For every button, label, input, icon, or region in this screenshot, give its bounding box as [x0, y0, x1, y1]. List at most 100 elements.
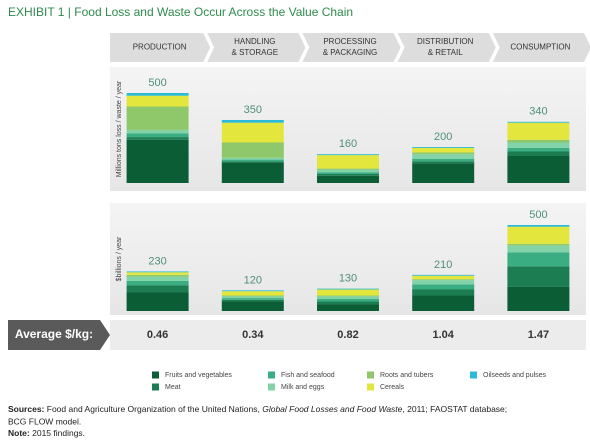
stage-chevron: [397, 33, 496, 62]
average-value: 1.47: [528, 329, 549, 341]
bar-segment: [221, 159, 284, 162]
bar-segment: [126, 274, 189, 277]
bar-segment: [317, 175, 379, 183]
legend-swatch: [470, 371, 477, 379]
sources: Sources: Food and Agriculture Organizati…: [8, 404, 507, 414]
bar-segment: [221, 291, 284, 296]
stage-label: & PACKAGING: [323, 48, 378, 57]
bar-segment: [317, 168, 379, 170]
bar-segment: [221, 295, 284, 297]
legend-swatch: [367, 371, 374, 379]
total-label: 130: [339, 273, 357, 285]
bar-segment: [317, 304, 379, 311]
legend-swatch: [268, 371, 275, 379]
bar-segment: [126, 129, 189, 134]
bar-segment: [507, 151, 570, 156]
bar-segment: [317, 301, 379, 305]
average-row: [110, 320, 586, 350]
bar-segment: [126, 93, 189, 96]
bar-segment: [221, 290, 284, 292]
legend-swatch: [367, 383, 374, 391]
note-text: 2015 findings.: [32, 428, 85, 438]
legend-label: Roots and tubers: [380, 372, 434, 379]
total-label: 230: [148, 255, 166, 267]
total-label: 120: [244, 274, 262, 286]
bar-segment: [412, 275, 475, 280]
bar-segment: [507, 245, 570, 253]
sources-text: Food and Agriculture Organization of the…: [47, 404, 262, 414]
bar-segment: [221, 162, 284, 183]
total-label: 200: [434, 131, 452, 143]
bar-segment: [412, 280, 475, 285]
y-axis-label: Millions tons loss / waste / year: [116, 80, 123, 177]
bar-segment: [317, 154, 379, 156]
bar-segment: [412, 295, 475, 311]
bar-segment: [412, 284, 475, 290]
legend-swatch: [152, 383, 159, 391]
bar-segment: [317, 296, 379, 299]
stage-label: & STORAGE: [232, 48, 279, 57]
bar-segment: [317, 172, 379, 174]
legend-swatch: [152, 371, 159, 379]
exhibit: EXHIBIT 1: [8, 5, 65, 19]
total-label: 350: [244, 104, 262, 116]
bar-segment: [126, 106, 189, 130]
sources-text: , 2011; FAOSTAT database;: [402, 404, 507, 414]
bar-segment: [317, 289, 379, 296]
bar-segment: [126, 137, 189, 140]
bar-segment: [221, 161, 284, 163]
bar-segment: [126, 139, 189, 183]
bar-segment: [221, 120, 284, 123]
bar-segment: [507, 266, 570, 287]
note-label: Note:: [8, 428, 30, 438]
bar-segment: [317, 298, 379, 302]
title-text: Food Loss and Waste Occur Across the Val…: [74, 5, 353, 19]
legend-label: Oilseeds and pulses: [483, 372, 547, 379]
note: Note: 2015 findings.: [8, 428, 85, 438]
stage-label: HANDLING: [234, 37, 275, 46]
bar-segment: [412, 147, 475, 148]
average-label-box: [8, 320, 110, 350]
average-value: 0.46: [147, 329, 168, 341]
stage-label: & RETAIL: [428, 48, 464, 57]
total-label: 210: [434, 259, 452, 271]
legend-label: Fish and seafood: [281, 372, 335, 379]
bar-segment: [126, 95, 189, 107]
bar-segment: [126, 271, 189, 273]
bar-segment: [507, 226, 570, 244]
bar-segment: [412, 274, 475, 276]
bar-segment: [412, 163, 475, 183]
bar-segment: [126, 272, 189, 275]
sources-italic: Global Food Losses and Food Waste: [262, 404, 402, 414]
bar-segment: [412, 158, 475, 162]
stage-label: PRODUCTION: [133, 43, 187, 52]
bar-segment: [412, 152, 475, 155]
bar-segment: [507, 156, 570, 183]
bar-segment: [412, 154, 475, 159]
legend-label: Milk and eggs: [281, 384, 325, 391]
average-label: Average $/kg:: [15, 327, 93, 341]
legend-label: Cereals: [380, 384, 405, 391]
legend-swatch: [268, 383, 275, 391]
bar-segment: [412, 161, 475, 164]
bar-segment: [126, 292, 189, 311]
bar-segment: [507, 147, 570, 152]
bar-segment: [221, 122, 284, 143]
bar-segment: [317, 169, 379, 173]
total-label: 500: [148, 77, 166, 89]
bar-segment: [507, 139, 570, 143]
stage-chevron: [302, 33, 401, 62]
bar-segment: [412, 147, 475, 153]
bar-segment: [221, 301, 284, 311]
bar-segment: [221, 298, 284, 300]
bar-segment: [412, 279, 475, 281]
bar-segment: [507, 122, 570, 140]
bar-segment: [507, 225, 570, 227]
bar-segment: [507, 252, 570, 267]
stage-label: CONSUMPTION: [510, 43, 570, 52]
bar-segment: [317, 295, 379, 297]
stage-label: DISTRIBUTION: [417, 37, 474, 46]
bar-segment: [126, 276, 189, 281]
bar-segment: [126, 285, 189, 293]
